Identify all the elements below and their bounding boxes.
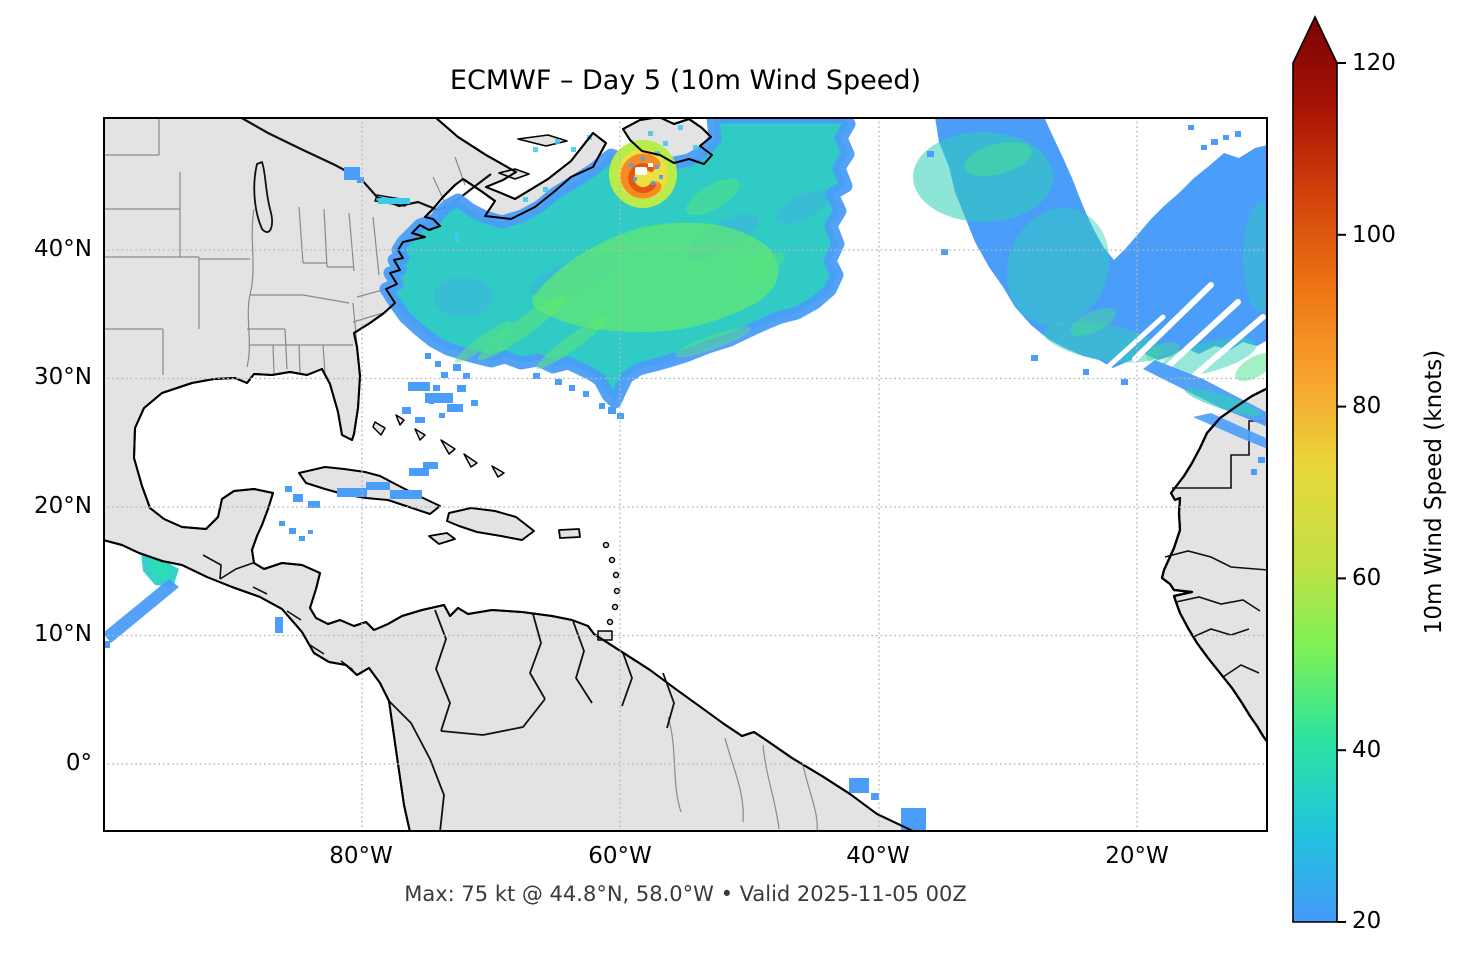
storm-eye-ring-pixels [629, 157, 663, 185]
wind-field-layer [103, 110, 1279, 830]
lake-michigan [253, 161, 273, 233]
ne-atlantic-swath [913, 117, 1279, 475]
storm-eye [635, 167, 647, 175]
costa-rica-coast-dot [275, 617, 283, 633]
hispaniola [446, 507, 535, 541]
x-tick-40w: 40°W [846, 843, 910, 869]
x-tick-20w: 20°W [1105, 843, 1169, 869]
cbar-tick-40: 40 [1352, 737, 1382, 763]
us-state-borders [103, 117, 466, 375]
y-tick-20n: 20°N [34, 493, 92, 519]
ne-brazil-patches [849, 778, 926, 830]
great-lakes-spots [344, 167, 459, 242]
jamaica [428, 532, 456, 545]
cbar-tick-100: 100 [1352, 222, 1396, 248]
chart-title: ECMWF – Day 5 (10m Wind Speed) [449, 65, 922, 96]
y-tick-30n: 30°N [34, 364, 92, 390]
max-value-caption: Max: 75 kt @ 44.8°N, 58.0°W • Valid 2025… [404, 882, 967, 906]
ne-scattered-dots [927, 125, 1266, 475]
colorbar-gradient-bar [1292, 15, 1338, 923]
white-streak-gaps [1105, 282, 1266, 378]
gridlines [103, 117, 1268, 832]
colorbar-tick-marks [1337, 62, 1346, 923]
brazil-state-borders [667, 716, 818, 833]
x-tick-80w: 80°W [329, 843, 393, 869]
anticosti-island [517, 134, 568, 147]
y-tick-10n: 10°N [34, 621, 92, 647]
puerto-rico [558, 528, 581, 539]
map-plot-area [102, 110, 1279, 833]
storm-red-max-arc [628, 163, 656, 194]
plot-frame [103, 117, 1268, 832]
y-tick-0: 0° [65, 750, 92, 776]
cbar-tick-20: 20 [1352, 908, 1382, 934]
west-africa-borders [1164, 420, 1269, 678]
lower-streak-2 [1193, 413, 1268, 449]
y-tick-40n: 40°N [34, 236, 92, 262]
colorbar-axis-label: 10m Wind Speed (knots) [1421, 349, 1447, 635]
cuba [298, 466, 441, 515]
central-america-borders [202, 554, 354, 671]
bahamas-islands [372, 414, 505, 478]
cbar-tick-80: 80 [1352, 393, 1382, 419]
green-core [532, 222, 779, 332]
nw-atlantic-wind-fan [379, 110, 856, 419]
cbar-tick-60: 60 [1352, 565, 1382, 591]
x-tick-60w: 60°W [588, 843, 652, 869]
storm-core [609, 140, 677, 208]
cbar-tick-120: 120 [1352, 50, 1396, 76]
colorbar [1292, 15, 1346, 923]
wind-map-svg [102, 110, 1279, 833]
tehuantepec-gap-jet [103, 553, 283, 648]
bahamas-cuba-patches [279, 382, 478, 541]
